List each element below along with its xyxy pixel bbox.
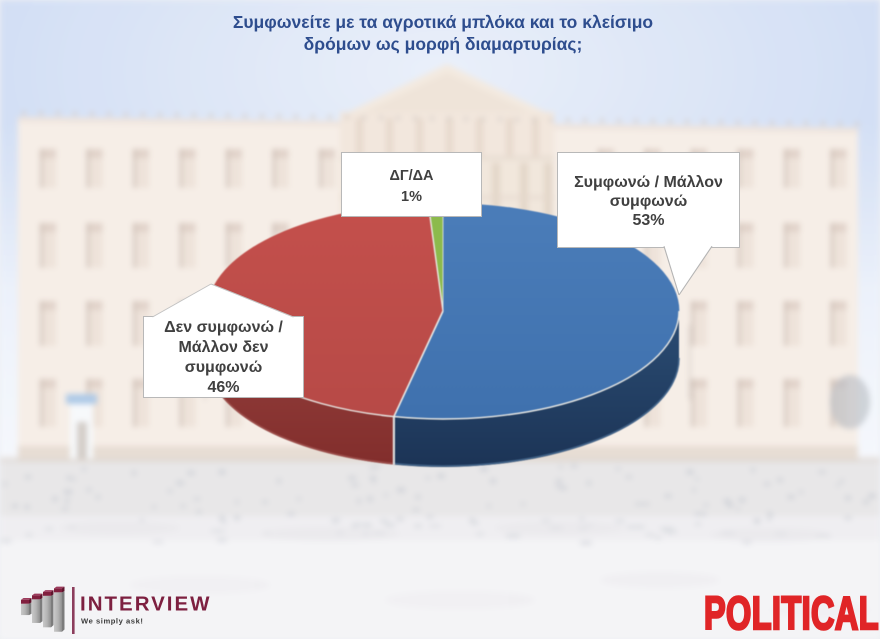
svg-text:INTERVIEW: INTERVIEW xyxy=(80,593,212,616)
svg-text:We simply ask!: We simply ask! xyxy=(81,617,143,626)
